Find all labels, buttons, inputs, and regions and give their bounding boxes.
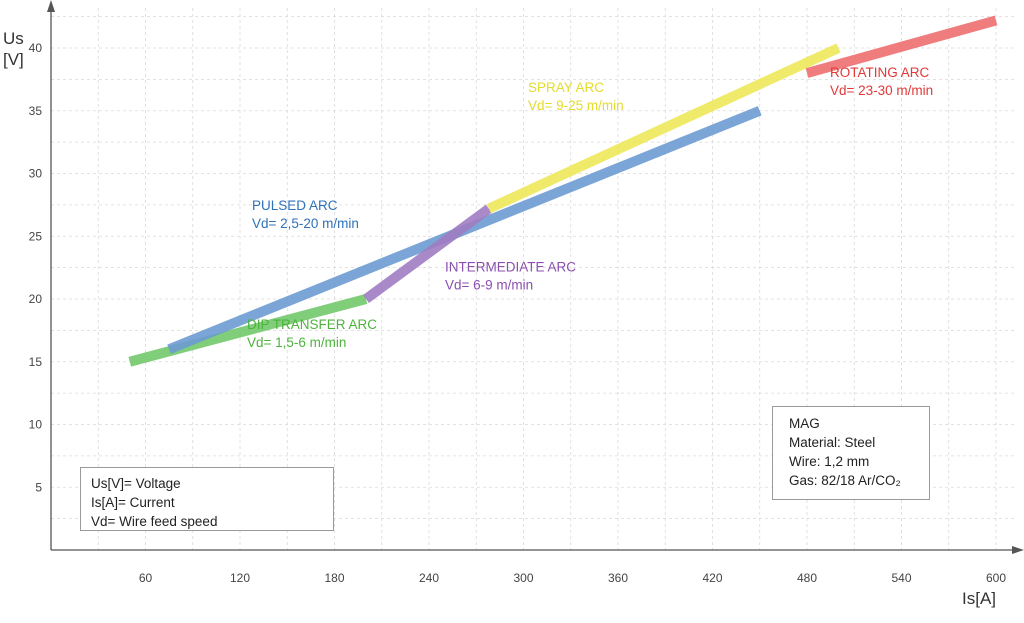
x-tick-label: 240: [419, 571, 439, 585]
series-line-spray-arc: [486, 43, 841, 214]
y-axis-title-line1: Us: [3, 29, 24, 48]
x-tick-label: 540: [891, 571, 911, 585]
series-label-feed: Vd= 9-25 m/min: [528, 98, 624, 113]
info-gas: Gas: 82/18 Ar/CO₂: [789, 473, 901, 488]
x-tick-label: 360: [608, 571, 628, 585]
y-tick-label: 25: [29, 229, 43, 243]
y-tick-label: 35: [29, 104, 43, 118]
x-tick-label: 300: [513, 571, 533, 585]
series-labels: DIP TRANSFER ARC Vd= 1,5-6 m/min PULSED AR…: [247, 65, 933, 350]
x-tick-label: 480: [797, 571, 817, 585]
y-tick-label: 40: [29, 41, 43, 55]
series-label-feed: Vd= 23-30 m/min: [830, 83, 933, 98]
y-axis-arrow: [47, 0, 55, 12]
legend-line-wire-feed: Vd= Wire feed speed: [91, 514, 218, 529]
process-info-box: MAG Material: Steel Wire: 1,2 mm Gas: 82…: [772, 406, 930, 500]
y-tick-label: 5: [35, 480, 42, 494]
series-label-name: INTERMEDIATE ARC: [445, 259, 576, 274]
x-tick-label: 420: [702, 571, 722, 585]
x-axis-arrow: [1012, 546, 1024, 554]
axes: [47, 0, 1024, 554]
x-tick-label: 180: [324, 571, 344, 585]
info-process: MAG: [789, 416, 820, 431]
series-lines: [128, 15, 998, 367]
abbreviation-legend-box: Us[V]= Voltage Is[A]= Current Vd= Wire f…: [80, 467, 334, 531]
grid: [51, 8, 1015, 550]
x-tick-label: 120: [230, 571, 250, 585]
series-label-feed: Vd= 2,5-20 m/min: [252, 216, 359, 231]
y-tick-label: 10: [29, 418, 43, 432]
legend-line-current: Is[A]= Current: [91, 495, 175, 510]
series-label-name: ROTATING ARC: [830, 65, 930, 80]
y-tick-label: 30: [29, 167, 43, 181]
legend-line-voltage: Us[V]= Voltage: [91, 476, 181, 491]
x-axis-title: Is[A]: [962, 589, 996, 608]
series-label-name: PULSED ARC: [252, 198, 338, 213]
series-label-feed: Vd= 6-9 m/min: [445, 277, 533, 292]
y-tick-label: 15: [29, 355, 43, 369]
x-tick-label: 60: [139, 571, 153, 585]
info-wire: Wire: 1,2 mm: [789, 454, 870, 469]
y-axis-title-line2: [V]: [3, 50, 24, 69]
y-tick-label: 20: [29, 292, 43, 306]
x-tick-label: 600: [986, 571, 1006, 585]
series-line-intermediate-arc: [363, 204, 492, 304]
series-line-rotating-arc: [805, 15, 998, 78]
info-material: Material: Steel: [789, 435, 876, 450]
series-label-name: DIP TRANSFER ARC: [247, 317, 377, 332]
series-label-feed: Vd= 1,5-6 m/min: [247, 335, 346, 350]
series-line-dip-transfer-arc: [128, 294, 368, 367]
tick-labels: 60 120 180 240 300 360 420 480 540 600 5 10 15 20 25 30…: [29, 41, 1007, 585]
series-label-name: SPRAY ARC: [528, 80, 604, 95]
